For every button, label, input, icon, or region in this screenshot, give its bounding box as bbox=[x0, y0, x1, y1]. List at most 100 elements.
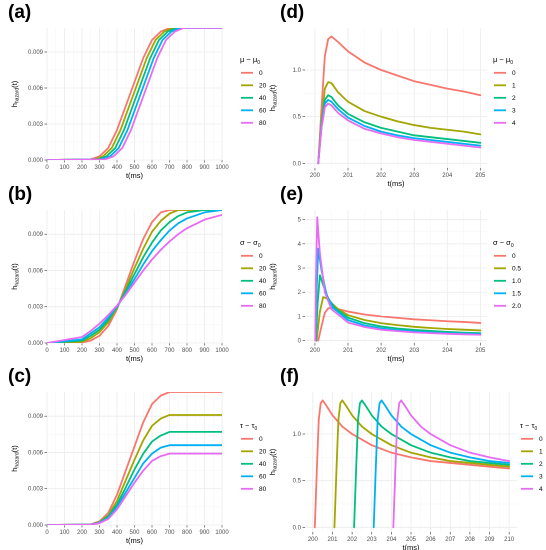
legend-entry-label: 80 bbox=[259, 303, 267, 310]
legend-entry-label: 1 bbox=[512, 83, 516, 90]
series-line-b-1 bbox=[47, 210, 222, 343]
legend-entry-label: 40 bbox=[259, 278, 267, 285]
series-line-a-2 bbox=[47, 28, 222, 160]
y-tick-label: 0 bbox=[298, 339, 302, 345]
y-axis-title-sub: hazard bbox=[15, 88, 21, 104]
legend-entry-label: 1 bbox=[539, 449, 543, 456]
x-tick-label: 400 bbox=[112, 530, 123, 536]
x-tick-label: 208 bbox=[465, 537, 476, 543]
x-tick-label: 400 bbox=[112, 165, 123, 171]
x-tick-label: 200 bbox=[77, 165, 88, 171]
series-line-d-4 bbox=[317, 102, 482, 165]
x-tick-label: 800 bbox=[182, 348, 193, 354]
x-tick-label: 100 bbox=[59, 165, 70, 171]
y-tick-label: 5 bbox=[298, 218, 302, 224]
y-axis-title-suffix: (t) bbox=[268, 263, 277, 271]
x-tick-label: 300 bbox=[94, 348, 105, 354]
series-line-e-4 bbox=[314, 216, 482, 342]
y-axis-title-suffix: (t) bbox=[268, 84, 277, 92]
legend-entry-label: 60 bbox=[259, 474, 267, 481]
x-tick-label: 600 bbox=[147, 530, 158, 536]
legend-entry-label: 80 bbox=[259, 120, 267, 127]
x-tick-label: 1000 bbox=[215, 348, 229, 354]
y-axis-title: hhazard(t) bbox=[268, 263, 279, 290]
series-line-a-1 bbox=[47, 28, 222, 160]
y-tick-label: 0.006 bbox=[28, 268, 44, 274]
x-tick-label: 500 bbox=[129, 348, 140, 354]
series-line-a-0 bbox=[47, 28, 222, 160]
x-axis-title: t(ms) bbox=[402, 543, 420, 550]
legend-title-main: σ − σ bbox=[240, 238, 258, 247]
panel-e: 200 201 202 203 204 205012345t(ms)hhazard(t)(… bbox=[268, 184, 521, 363]
y-tick-label: 0.000 bbox=[28, 523, 44, 529]
legend-title: σ − σ0 bbox=[240, 238, 261, 249]
x-tick-label: 204 bbox=[442, 173, 453, 179]
y-axis-title-sub: hazard bbox=[273, 456, 279, 472]
x-tick-label: 209 bbox=[485, 537, 496, 543]
x-tick-label: 600 bbox=[147, 348, 158, 354]
legend-entry-label: 4 bbox=[539, 486, 543, 493]
legend-entry-label: 20 bbox=[259, 449, 267, 456]
legend-title-main: τ − τ bbox=[240, 421, 255, 430]
x-tick-label: 0 bbox=[45, 348, 49, 354]
series-line-b-2 bbox=[47, 210, 222, 343]
x-tick-label: 200 bbox=[308, 537, 319, 543]
series-line-d-0 bbox=[317, 35, 482, 165]
panel-label: (d) bbox=[280, 2, 304, 23]
y-axis-title: hhazard(t) bbox=[268, 84, 279, 111]
legend-title: τ − τ0 bbox=[520, 421, 537, 432]
legend-entry-label: 4 bbox=[512, 120, 516, 127]
legend-title-sub: 0 bbox=[254, 426, 257, 432]
series-line-e-2 bbox=[315, 274, 482, 342]
x-tick-label: 202 bbox=[376, 173, 387, 179]
legend-title-sub: 0 bbox=[510, 60, 513, 66]
x-tick-label: 204 bbox=[442, 348, 453, 354]
y-axis-title-main: h bbox=[268, 471, 277, 475]
x-tick-label: 200 bbox=[77, 348, 88, 354]
x-tick-label: 204 bbox=[386, 537, 397, 543]
y-tick-label: 0.003 bbox=[28, 487, 44, 493]
y-tick-label: 2 bbox=[298, 290, 302, 296]
panel-label: (e) bbox=[280, 184, 303, 205]
x-tick-label: 1000 bbox=[215, 165, 229, 171]
series-line-c-4 bbox=[47, 452, 222, 525]
x-tick-label: 900 bbox=[199, 530, 210, 536]
legend-entry-label: 80 bbox=[259, 486, 267, 493]
y-tick-label: 1.0 bbox=[293, 432, 302, 438]
legend-title: σ − σ0 bbox=[493, 238, 514, 249]
y-tick-label: 0.006 bbox=[28, 450, 44, 456]
legend-entry-label: 20 bbox=[259, 266, 267, 273]
legend-title-sub: 0 bbox=[258, 243, 261, 249]
y-axis-title-suffix: (t) bbox=[10, 445, 19, 453]
legend-title: τ − τ0 bbox=[240, 421, 257, 432]
x-tick-label: 500 bbox=[129, 530, 140, 536]
legend-entry-label: 0 bbox=[259, 436, 263, 443]
series-line-f-4 bbox=[392, 399, 511, 529]
x-axis-title: t(ms) bbox=[126, 354, 144, 363]
legend-entry-label: 40 bbox=[259, 95, 267, 102]
legend-title: μ − μ0 bbox=[240, 55, 260, 66]
legend-title-main: σ − σ bbox=[493, 238, 511, 247]
x-axis-title: t(ms) bbox=[387, 354, 405, 363]
x-tick-label: 500 bbox=[129, 165, 140, 171]
legend-title-sub: 0 bbox=[257, 60, 260, 66]
y-tick-label: 0.009 bbox=[28, 50, 44, 56]
y-axis-title-main: h bbox=[10, 103, 19, 107]
panel-label: (b) bbox=[8, 184, 32, 205]
y-axis-title-suffix: (t) bbox=[10, 263, 19, 271]
x-tick-label: 200 bbox=[310, 348, 321, 354]
legend-entry-label: 60 bbox=[259, 108, 267, 115]
y-axis-title-sub: hazard bbox=[273, 92, 279, 108]
panel-c: 0 100 200 300 400 500 600 700 800 900 10000.0000.0… bbox=[8, 366, 267, 545]
panel-label: (f) bbox=[280, 366, 299, 387]
x-tick-label: 202 bbox=[347, 537, 358, 543]
x-tick-label: 700 bbox=[164, 348, 175, 354]
x-tick-label: 600 bbox=[147, 165, 158, 171]
y-tick-label: 0.003 bbox=[28, 305, 44, 311]
x-tick-label: 203 bbox=[409, 173, 420, 179]
panel-d: 200 201 202 203 204 2050.00.51.0t(ms)hhazard(… bbox=[268, 2, 516, 188]
series-line-c-0 bbox=[47, 392, 222, 525]
legend-entry-label: 1.0 bbox=[512, 278, 521, 285]
x-tick-label: 202 bbox=[376, 348, 387, 354]
